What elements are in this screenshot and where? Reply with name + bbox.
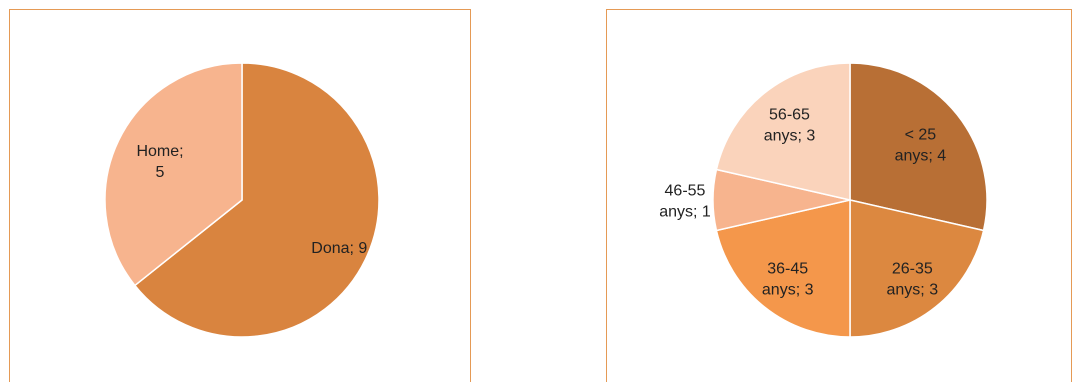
data-label-line: 36-45 [767, 261, 808, 278]
data-label-line: 5 [156, 164, 165, 181]
data-label-line: < 25 [905, 126, 937, 143]
data-label-line: anys; 3 [887, 282, 939, 299]
pie-slice-home [104, 62, 243, 287]
data-label-56-65-anys: 56-65 anys; 3 [764, 107, 816, 145]
pie-slice-dona [133, 62, 380, 338]
pie-slice-25-anys [849, 62, 988, 232]
pie-slice-26-35-anys [849, 199, 985, 338]
age-pie-svg: < 25 anys; 4 26-35 anys; 3 36-45 anys; 3 46-55… [659, 62, 988, 338]
data-label-line: 26-35 [892, 261, 933, 278]
gender-pie-svg: Dona; 9 Home; 5 [104, 62, 380, 338]
data-label-46-55-anys: 46-55 anys; 1 [659, 183, 711, 221]
data-label-36-45-anys: 36-45 anys; 3 [762, 261, 814, 299]
data-label-dona: Dona; 9 [311, 240, 367, 257]
data-label-line: anys; 3 [764, 128, 816, 145]
data-label-home: Home; 5 [136, 143, 183, 181]
age-pie-chart: < 25 anys; 4 26-35 anys; 3 36-45 anys; 3 46-55… [606, 9, 1072, 382]
gender-pie-chart: Dona; 9 Home; 5 [9, 9, 471, 382]
pie-slice-36-45-anys [715, 199, 851, 338]
data-label-line: 46-55 [665, 183, 706, 200]
data-label-line: anys; 4 [895, 147, 947, 164]
data-label-line: Dona; 9 [311, 240, 367, 257]
data-label-26-35-anys: 26-35 anys; 3 [887, 261, 939, 299]
data-label-line: anys; 3 [762, 282, 814, 299]
data-label-line: anys; 1 [659, 204, 711, 221]
data-label-line: 56-65 [769, 107, 810, 124]
pie-slice-56-65-anys [715, 62, 851, 201]
data-label-25-anys: < 25 anys; 4 [895, 126, 947, 164]
data-label-line: Home; [136, 143, 183, 160]
